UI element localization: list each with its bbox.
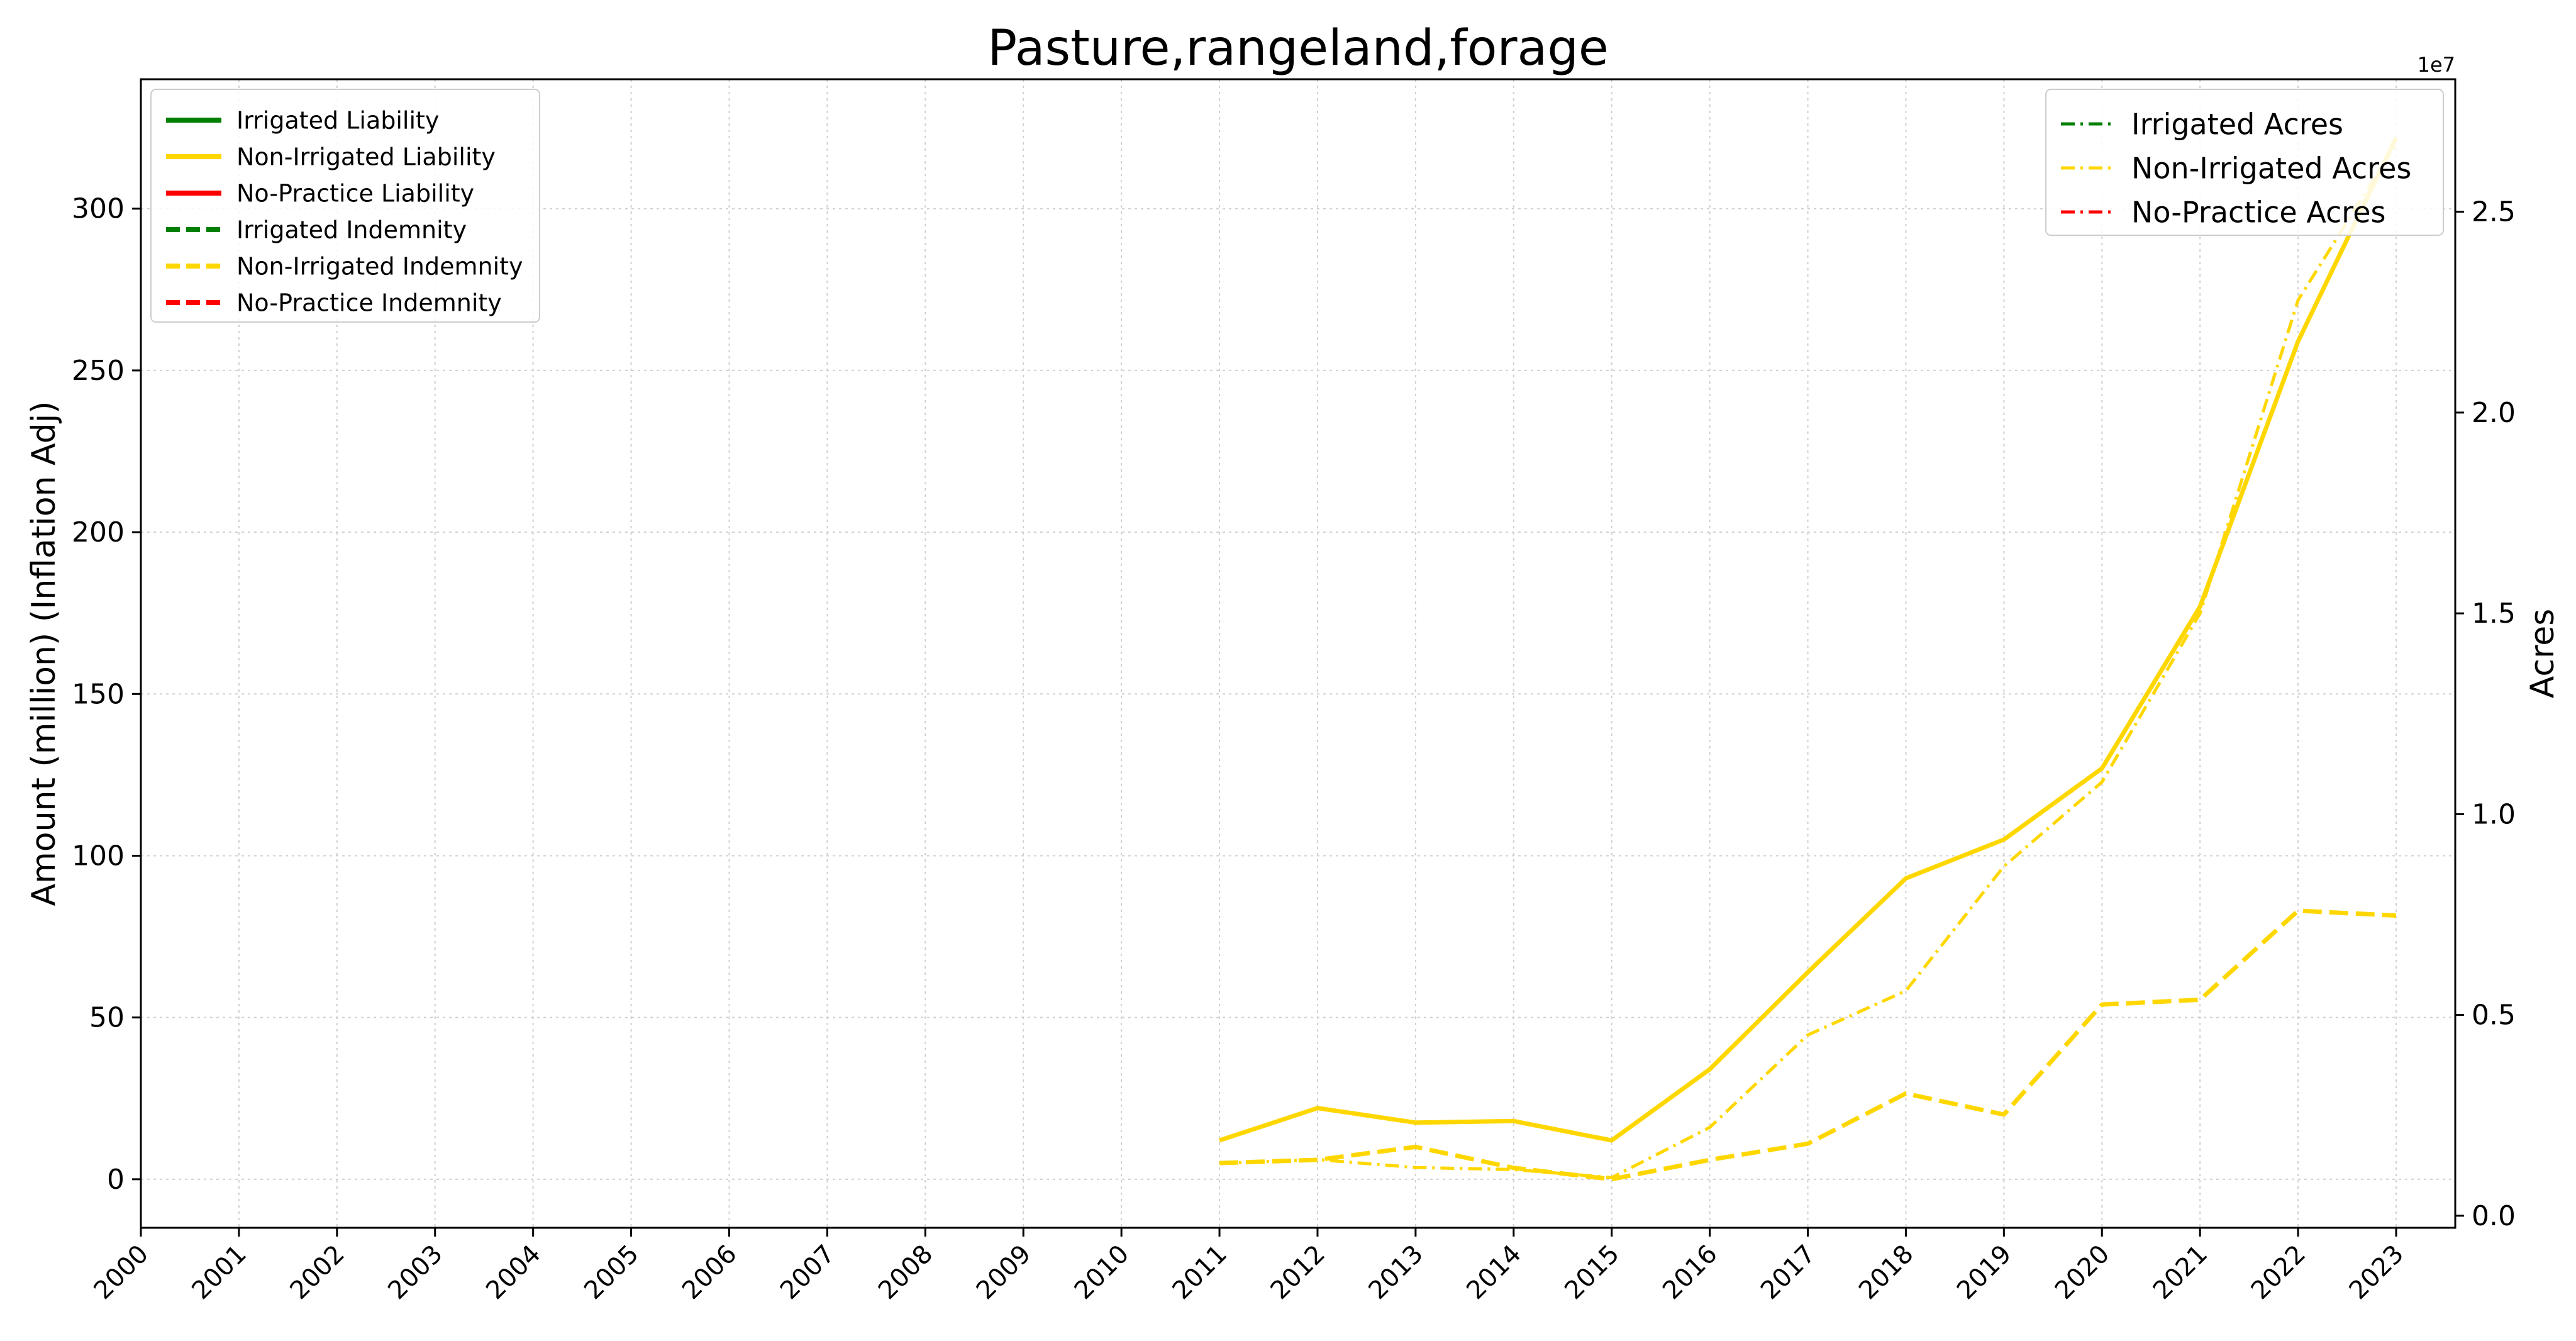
legend-box — [150, 89, 540, 323]
legend-label: Non-Irrigated Indemnity — [236, 253, 523, 281]
legend-box — [2045, 89, 2444, 236]
y-tick-label: 150 — [72, 678, 125, 710]
chart-title: Pasture,rangeland,forage — [987, 20, 1609, 77]
legend-label: Irrigated Liability — [236, 107, 439, 135]
y2-tick-label: 2.0 — [2472, 397, 2516, 429]
legend-label: Irrigated Indemnity — [236, 216, 467, 244]
legend-label: No-Practice Liability — [236, 180, 474, 208]
y2-tick-label: 2.5 — [2472, 196, 2516, 228]
y-axis-left: 0 50 100 150 200 250 300 — [72, 193, 141, 1196]
y2-tick-label: 1.5 — [2472, 598, 2516, 630]
y2-tick-label: 0.5 — [2472, 999, 2516, 1032]
y2-tick-label: 0.0 — [2472, 1200, 2516, 1232]
grid — [140, 79, 2455, 1228]
legend-left: Irrigated Liability Non-Irrigated Liabili… — [150, 89, 540, 323]
series-layer — [1218, 136, 2399, 1182]
y-tick-label: 250 — [72, 355, 125, 387]
y-tick-label: 100 — [72, 840, 125, 872]
y-tick-label: 0 — [107, 1164, 125, 1196]
y2-tick-label: 1.0 — [2472, 798, 2516, 830]
legend-label: Non-Irrigated Acres — [2131, 152, 2411, 186]
y-axis-label: Amount (million) (Inflation Adj) — [25, 401, 63, 906]
legend-label: Non-Irrigated Liability — [236, 143, 496, 171]
y2-axis-label: Acres — [2524, 609, 2562, 699]
y-axis-right: 0.0 0.5 1.0 1.5 2.0 2.5 — [2455, 196, 2516, 1232]
legend-label: No-Practice Indemnity — [236, 289, 502, 317]
series-line-non-irrigated-indemnity — [1219, 908, 2397, 1182]
series-line-non-irrigated-acres — [1219, 142, 2398, 1179]
y-tick-label: 300 — [72, 193, 125, 225]
legend-label: Irrigated Acres — [2131, 108, 2343, 142]
y-tick-label: 50 — [89, 1002, 125, 1034]
y-tick-label: 200 — [72, 516, 125, 548]
legend-right: Irrigated Acres Non-Irrigated Acres No-Pra… — [2045, 89, 2444, 236]
plot-frame — [140, 78, 2457, 1229]
y2-offset-text: 1e7 — [2418, 53, 2455, 77]
legend-label: No-Practice Acres — [2131, 196, 2385, 230]
series-line-non-irrigated-liability — [1218, 136, 2399, 1143]
